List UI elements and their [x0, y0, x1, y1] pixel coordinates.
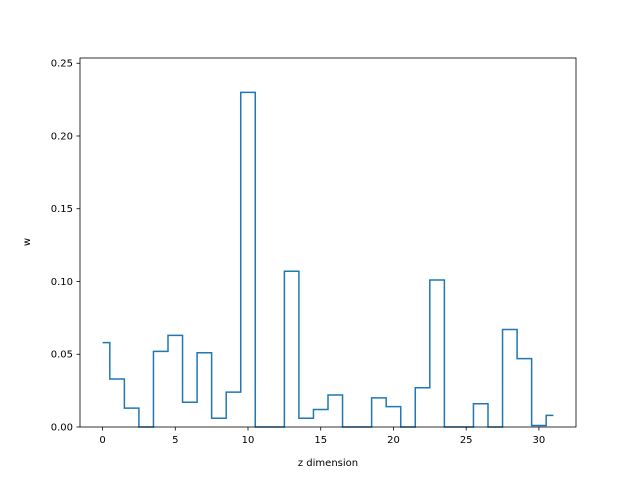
y-tick-label: 0.00: [51, 423, 73, 434]
plot-area: [79, 57, 577, 428]
y-tick-label: 0.05: [51, 350, 73, 361]
x-tick-label: 0: [99, 435, 105, 446]
x-tick-label: 25: [460, 435, 473, 446]
x-tick-label: 20: [387, 435, 400, 446]
x-axis: 0 5 10 15 20 25 30: [99, 427, 545, 446]
plot-frame: [79, 57, 577, 428]
y-tick-label: 0.25: [51, 59, 73, 70]
y-axis: 0.00 0.05 0.10 0.15 0.20 0.25: [51, 59, 80, 434]
x-tick-label: 15: [314, 435, 327, 446]
series-line-0: [102, 91, 554, 428]
x-axis-title: z dimension: [298, 458, 358, 469]
y-axis-title: w: [22, 238, 33, 246]
x-tick-label: 30: [533, 435, 546, 446]
x-tick-label: 5: [172, 435, 178, 446]
y-tick-label: 0.20: [51, 131, 73, 142]
x-tick-label: 10: [242, 435, 255, 446]
y-tick-label: 0.15: [51, 204, 73, 215]
y-tick-label: 0.10: [51, 277, 73, 288]
